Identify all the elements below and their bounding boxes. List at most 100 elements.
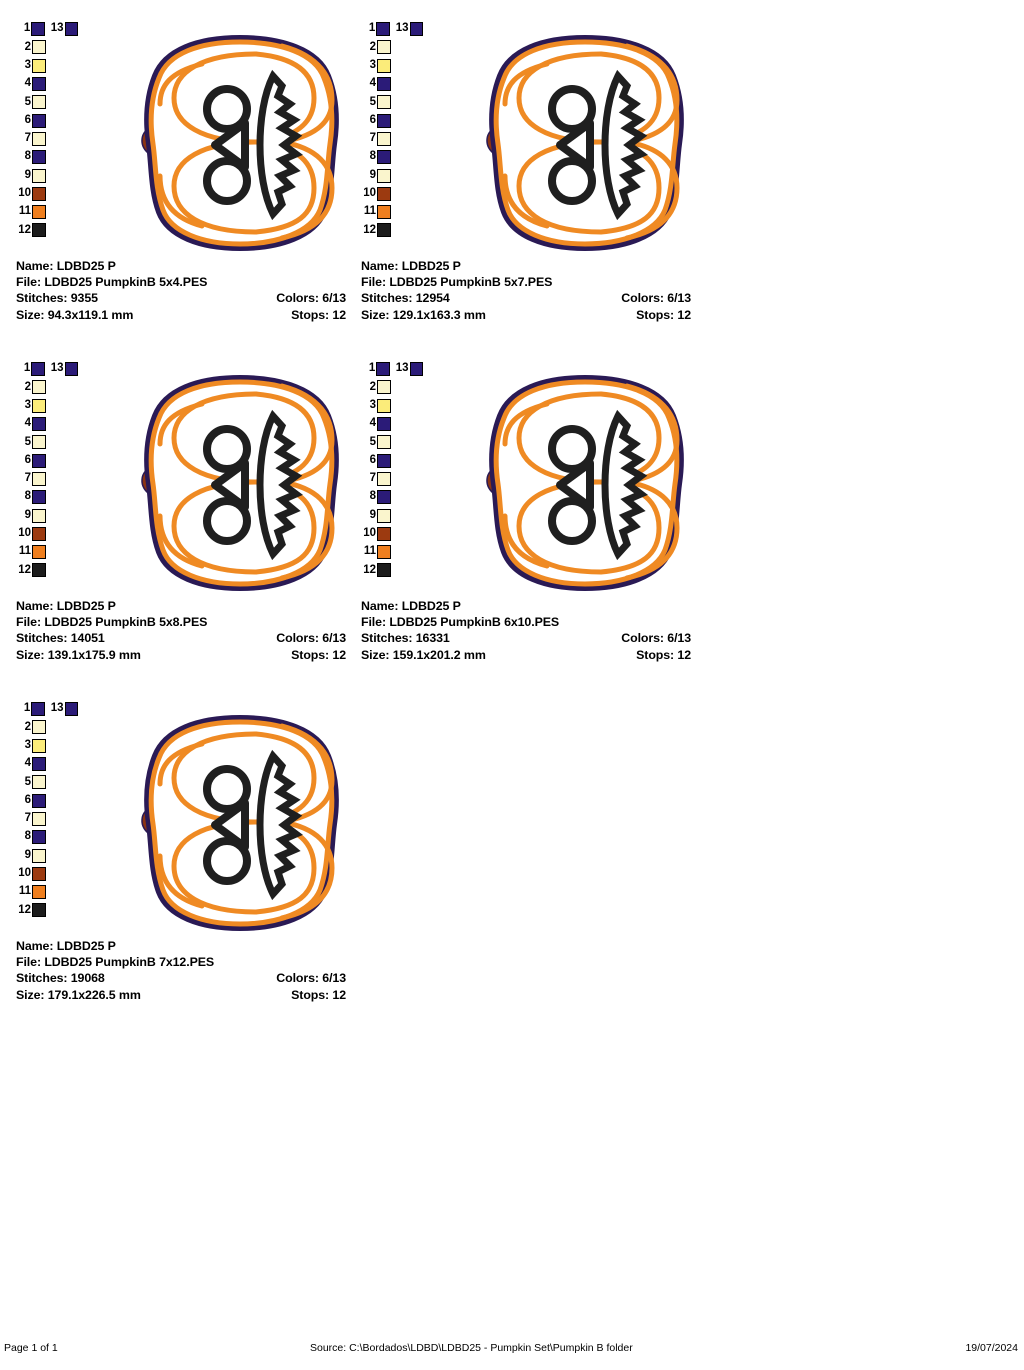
legend-row: 8 xyxy=(16,488,78,506)
design-preview[interactable] xyxy=(132,364,347,596)
legend-row: 8 xyxy=(16,148,78,166)
legend-index: 5 xyxy=(369,435,376,448)
color-legend: 1 13 2 3 4 5 6 7 8 9 10 11 12 xyxy=(16,20,79,240)
legend-index: 2 xyxy=(24,380,31,393)
design-preview[interactable] xyxy=(477,364,692,596)
design-card[interactable]: 1 13 2 3 4 5 6 7 8 9 10 11 12 xyxy=(14,694,359,1034)
color-swatch xyxy=(32,453,46,468)
legend-row: 11 xyxy=(361,543,423,561)
legend-row: 6 xyxy=(16,111,78,129)
color-swatch xyxy=(377,545,391,560)
legend-index: 2 xyxy=(369,40,376,53)
color-swatch xyxy=(377,77,391,92)
legend-row: 9 xyxy=(361,506,423,524)
color-swatch xyxy=(377,435,391,450)
design-preview[interactable] xyxy=(132,24,347,256)
legend-index: 9 xyxy=(24,508,31,521)
design-stops: Stops: 12 xyxy=(291,307,346,322)
color-swatch xyxy=(377,417,391,432)
design-stitches: Stitches: 9355 xyxy=(16,291,98,306)
legend-row: 7 xyxy=(361,470,423,488)
color-swatch xyxy=(32,131,46,146)
legend-index: 5 xyxy=(24,775,31,788)
color-swatch xyxy=(32,490,46,505)
legend-row: 9 xyxy=(16,506,78,524)
legend-index: 2 xyxy=(24,40,31,53)
color-swatch xyxy=(32,508,46,523)
color-swatch xyxy=(377,490,391,505)
color-swatch xyxy=(377,150,391,165)
color-swatch xyxy=(377,223,391,238)
legend-index: 9 xyxy=(24,848,31,861)
design-colors: Colors: 6/13 xyxy=(276,631,346,646)
legend-row: 4 xyxy=(16,755,78,773)
color-swatch xyxy=(32,885,46,900)
color-swatch xyxy=(377,471,391,486)
color-swatch-extra xyxy=(409,362,424,377)
legend-index: 8 xyxy=(24,490,31,503)
color-swatch xyxy=(377,168,391,183)
legend-index: 10 xyxy=(18,867,31,880)
legend-row: 2 xyxy=(361,38,423,56)
legend-row: 10 xyxy=(361,525,423,543)
design-stitches: Stitches: 12954 xyxy=(361,291,450,306)
color-swatch xyxy=(32,811,46,826)
legend-row: 8 xyxy=(16,828,78,846)
legend-row: 7 xyxy=(361,130,423,148)
legend-index: 11 xyxy=(18,205,31,218)
legend-index: 4 xyxy=(24,417,31,430)
design-card[interactable]: 1 13 2 3 4 5 6 7 8 9 10 11 12 xyxy=(14,354,359,694)
legend-index: 6 xyxy=(24,453,31,466)
legend-row: 8 xyxy=(361,488,423,506)
color-swatch xyxy=(31,362,45,377)
legend-index: 12 xyxy=(18,563,31,576)
legend-index-extra: 13 xyxy=(50,702,64,715)
legend-index: 1 xyxy=(368,362,376,375)
legend-index: 11 xyxy=(363,545,376,558)
legend-row: 11 xyxy=(16,203,78,221)
design-file: File: LDBD25 PumpkinB 7x12.PES xyxy=(16,955,215,970)
design-colors: Colors: 6/13 xyxy=(276,971,346,986)
legend-index: 9 xyxy=(369,508,376,521)
legend-row: 11 xyxy=(16,543,78,561)
legend-index: 3 xyxy=(24,738,31,751)
design-size: Size: 139.1x175.9 mm xyxy=(16,647,141,662)
color-swatch xyxy=(377,526,391,541)
design-stops: Stops: 12 xyxy=(636,307,691,322)
legend-row: 2 xyxy=(16,38,78,56)
legend-index: 8 xyxy=(24,830,31,843)
legend-row: 4 xyxy=(16,415,78,433)
color-swatch xyxy=(32,205,46,220)
pumpkin-artwork-svg xyxy=(486,35,684,251)
footer-date: 19/07/2024 xyxy=(965,1342,1018,1354)
legend-index: 8 xyxy=(369,490,376,503)
design-name: Name: LDBD25 P xyxy=(16,259,116,273)
color-swatch-extra xyxy=(64,22,79,37)
legend-index: 4 xyxy=(24,77,31,90)
design-preview[interactable] xyxy=(477,24,692,256)
color-swatch xyxy=(377,113,391,128)
legend-index: 11 xyxy=(363,205,376,218)
legend-index: 9 xyxy=(24,168,31,181)
design-card[interactable]: 1 13 2 3 4 5 6 7 8 9 10 11 12 xyxy=(359,14,704,354)
footer-page-number: Page 1 of 1 xyxy=(4,1342,58,1354)
design-card[interactable]: 1 13 2 3 4 5 6 7 8 9 10 11 12 xyxy=(359,354,704,694)
legend-row: 10 xyxy=(361,185,423,203)
legend-index-extra: 13 xyxy=(395,362,409,375)
design-colors: Colors: 6/13 xyxy=(621,631,691,646)
legend-row: 7 xyxy=(16,470,78,488)
legend-index: 3 xyxy=(369,58,376,71)
design-stops: Stops: 12 xyxy=(291,647,346,662)
design-preview[interactable] xyxy=(132,704,347,936)
legend-row: 2 xyxy=(16,718,78,736)
design-grid: 1 13 2 3 4 5 6 7 8 9 10 11 12 xyxy=(14,14,1024,1034)
design-stitches: Stitches: 16331 xyxy=(361,631,450,646)
pumpkin-artwork-svg xyxy=(141,715,339,931)
legend-index: 7 xyxy=(24,132,31,145)
legend-index: 6 xyxy=(369,453,376,466)
design-card[interactable]: 1 13 2 3 4 5 6 7 8 9 10 11 12 xyxy=(14,14,359,354)
design-name: Name: LDBD25 P xyxy=(361,599,461,613)
legend-row: 5 xyxy=(16,93,78,111)
legend-row: 9 xyxy=(361,166,423,184)
